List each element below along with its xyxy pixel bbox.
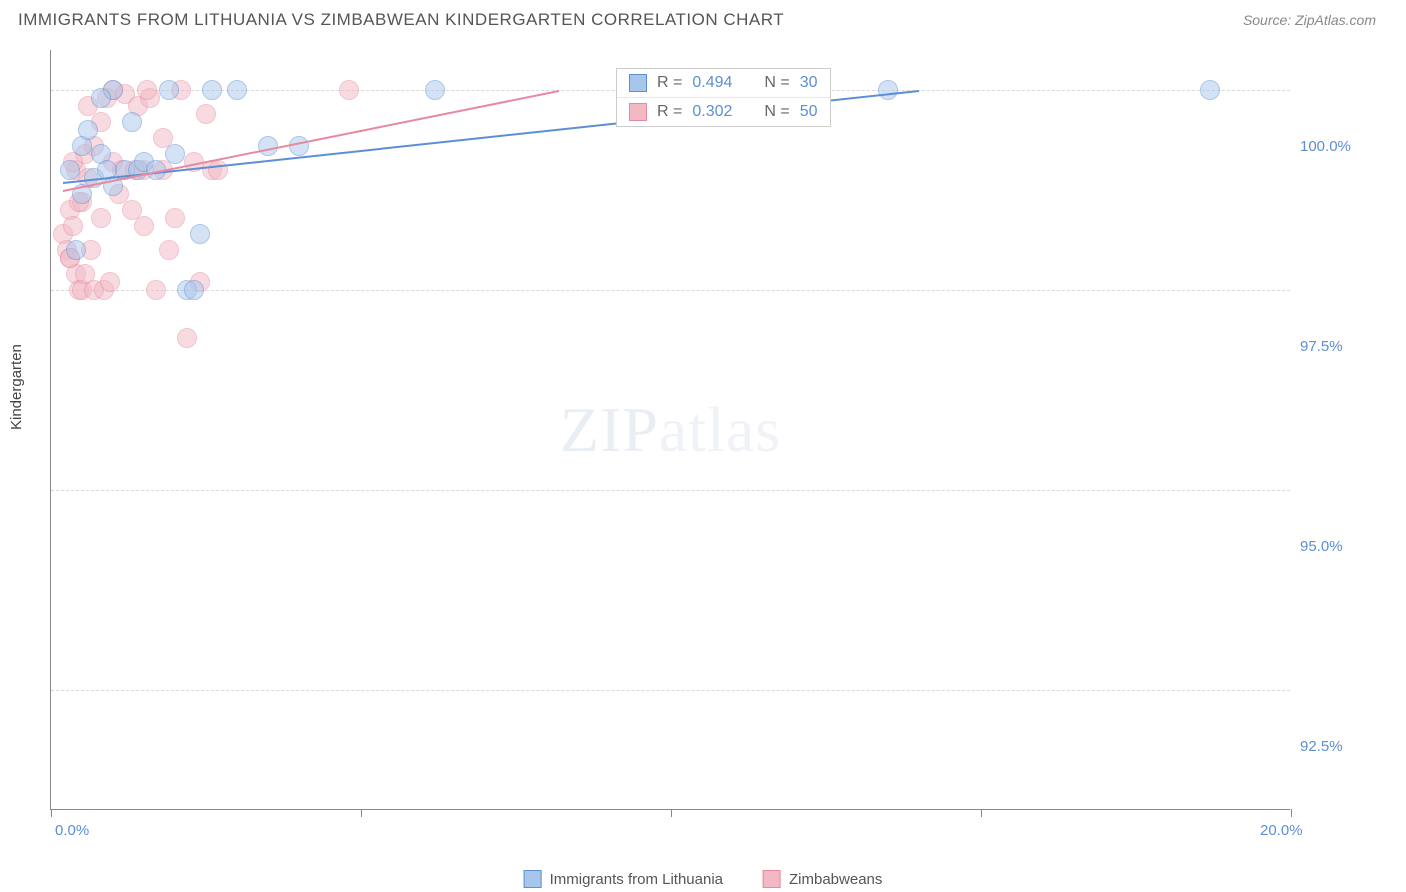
r-value: 0.302	[692, 103, 732, 121]
scatter-point	[63, 216, 83, 236]
swatch-lithuania	[524, 870, 542, 888]
legend-label-lithuania: Immigrants from Lithuania	[550, 871, 723, 888]
scatter-point	[258, 136, 278, 156]
chart-title: IMMIGRANTS FROM LITHUANIA VS ZIMBABWEAN …	[18, 10, 784, 30]
x-tick	[361, 809, 362, 817]
r-label: R =	[657, 103, 682, 121]
n-label: N =	[764, 103, 789, 121]
scatter-point	[66, 240, 86, 260]
chart-container: ZIPatlas R = 0.494N = 30R = 0.302N = 50 …	[50, 50, 1370, 810]
y-tick-label: 92.5%	[1300, 738, 1343, 755]
scatter-point	[165, 144, 185, 164]
watermark-atlas: atlas	[659, 394, 781, 465]
scatter-point	[1200, 80, 1220, 100]
y-tick-label: 95.0%	[1300, 538, 1343, 555]
scatter-point	[60, 160, 80, 180]
correlation-legend: R = 0.494 N = 30 R = 0.302 N = 50	[616, 68, 831, 127]
scatter-point	[190, 224, 210, 244]
watermark-zip: ZIP	[560, 394, 659, 465]
scatter-point	[134, 216, 154, 236]
scatter-point	[289, 136, 309, 156]
r-value: 0.494	[692, 74, 732, 92]
scatter-point	[100, 272, 120, 292]
correlation-legend-row: R = 0.494 N = 30	[617, 69, 830, 98]
scatter-point	[227, 80, 247, 100]
scatter-point	[75, 264, 95, 284]
legend-label-zimbabweans: Zimbabweans	[789, 871, 882, 888]
scatter-point	[78, 120, 98, 140]
legend-swatch	[629, 103, 647, 121]
x-tick-label: 0.0%	[55, 822, 89, 839]
r-label: R =	[657, 74, 682, 92]
scatter-point	[208, 160, 228, 180]
legend-swatch	[629, 74, 647, 92]
scatter-point	[177, 328, 197, 348]
scatter-point	[146, 280, 166, 300]
scatter-point	[878, 80, 898, 100]
n-value: 50	[800, 103, 818, 121]
legend-item-lithuania: Immigrants from Lithuania	[524, 870, 723, 888]
legend-item-zimbabweans: Zimbabweans	[763, 870, 882, 888]
x-tick-label: 20.0%	[1260, 822, 1303, 839]
scatter-point	[425, 80, 445, 100]
plot-area: ZIPatlas R = 0.494 N = 30 R = 0.302 N = 50	[50, 50, 1290, 810]
x-tick	[671, 809, 672, 817]
scatter-point	[196, 104, 216, 124]
scatter-point	[159, 80, 179, 100]
scatter-point	[122, 112, 142, 132]
x-tick	[1291, 809, 1292, 817]
scatter-point	[159, 240, 179, 260]
x-tick	[51, 809, 52, 817]
gridline-h	[51, 690, 1290, 691]
scatter-point	[91, 88, 111, 108]
scatter-point	[184, 280, 204, 300]
y-axis-label: Kindergarten	[8, 344, 25, 430]
n-value: 30	[800, 74, 818, 92]
y-tick-label: 100.0%	[1300, 138, 1351, 155]
x-tick	[981, 809, 982, 817]
scatter-point	[339, 80, 359, 100]
swatch-zimbabweans	[763, 870, 781, 888]
n-label: N =	[764, 74, 789, 92]
scatter-point	[202, 80, 222, 100]
y-tick-label: 97.5%	[1300, 338, 1343, 355]
bottom-legend: Immigrants from Lithuania Zimbabweans	[524, 870, 883, 888]
watermark: ZIPatlas	[560, 393, 781, 467]
correlation-legend-row: R = 0.302 N = 50	[617, 98, 830, 126]
gridline-h	[51, 290, 1290, 291]
gridline-h	[51, 490, 1290, 491]
scatter-point	[165, 208, 185, 228]
source-attribution: Source: ZipAtlas.com	[1243, 12, 1376, 28]
scatter-point	[91, 208, 111, 228]
scatter-point	[137, 80, 157, 100]
